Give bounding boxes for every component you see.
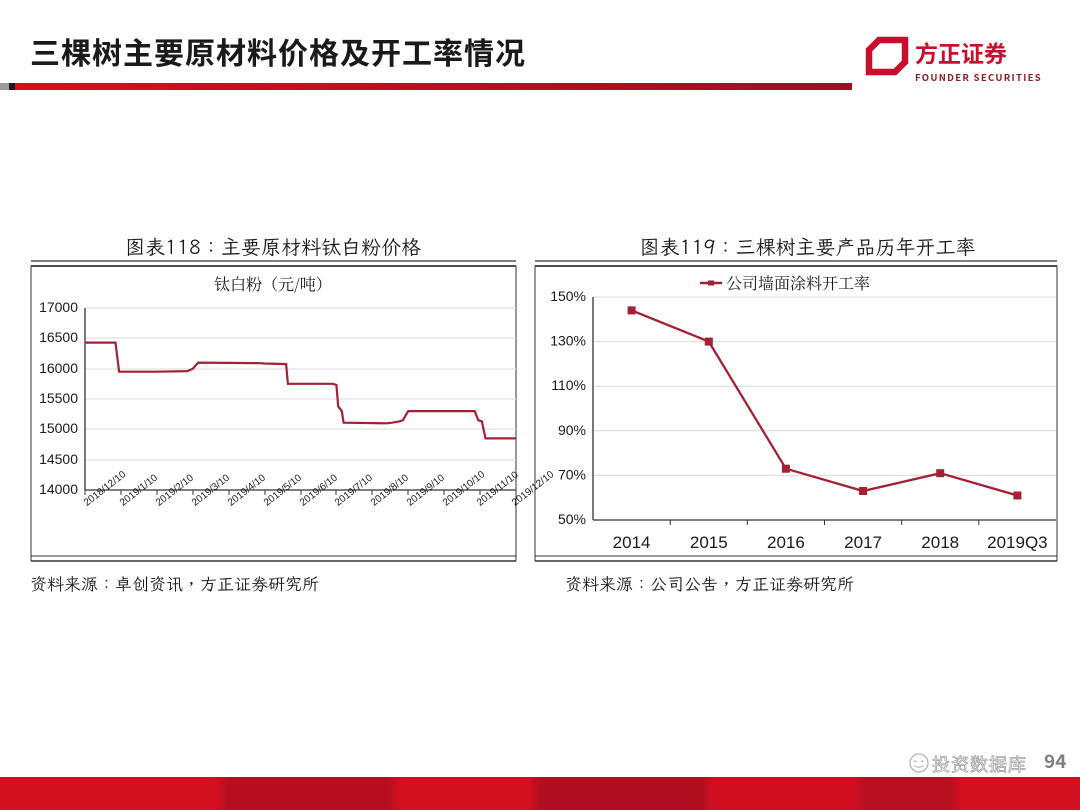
- svg-text:2015: 2015: [690, 533, 728, 552]
- svg-text:2016: 2016: [767, 533, 805, 552]
- svg-text:130%: 130%: [550, 333, 586, 349]
- svg-text:2019Q3: 2019Q3: [987, 533, 1048, 552]
- svg-text:110%: 110%: [551, 377, 586, 393]
- svg-text:2017: 2017: [844, 533, 882, 552]
- svg-text:公司墙面涂料开工率: 公司墙面涂料开工率: [726, 271, 870, 294]
- svg-text:2014: 2014: [613, 533, 651, 552]
- svg-text:150%: 150%: [550, 288, 586, 304]
- svg-text:50%: 50%: [558, 511, 586, 527]
- svg-text:2018: 2018: [921, 533, 959, 552]
- svg-text:90%: 90%: [558, 422, 586, 438]
- svg-text:70%: 70%: [558, 466, 586, 482]
